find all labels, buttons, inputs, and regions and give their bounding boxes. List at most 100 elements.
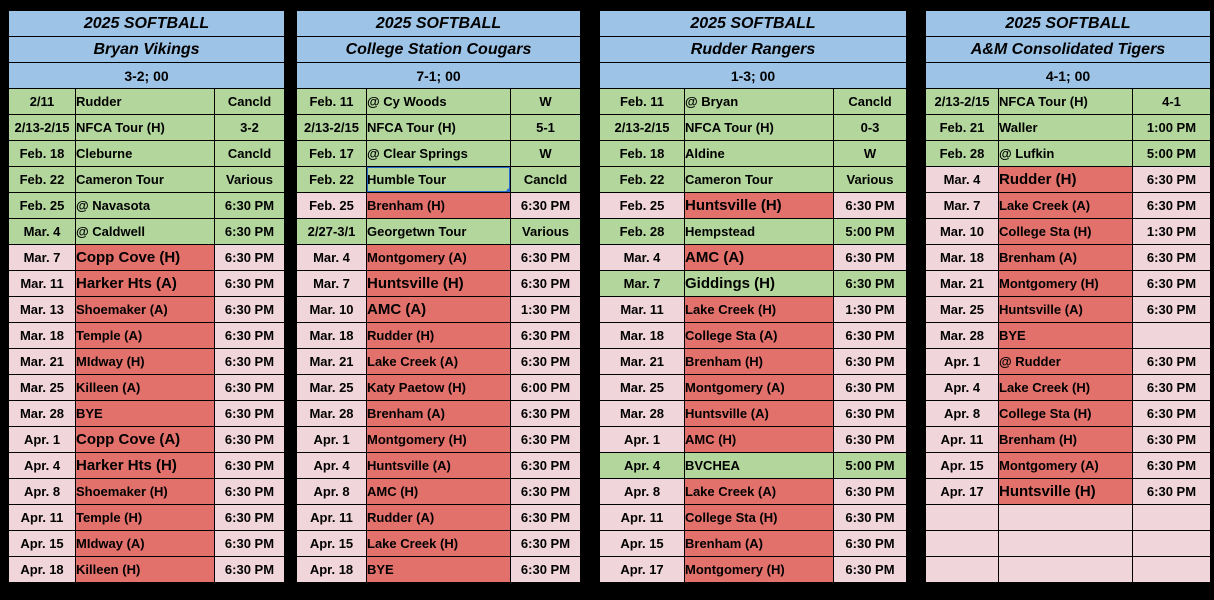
opponent-cell[interactable]: Killeen (H) — [75, 556, 215, 583]
time-cell[interactable]: 5-1 — [510, 114, 581, 141]
date-cell[interactable]: Mar. 28 — [296, 400, 367, 427]
sheet-title-cell[interactable]: 2025 SOFTBALL — [925, 10, 1211, 37]
date-cell[interactable] — [925, 556, 999, 583]
opponent-cell[interactable]: Montgomery (H) — [998, 270, 1133, 297]
time-cell[interactable]: 6:30 PM — [510, 322, 581, 349]
time-cell[interactable]: 6:30 PM — [833, 504, 907, 531]
record-cell[interactable]: 4-1; 00 — [925, 62, 1211, 89]
opponent-cell[interactable]: Montgomery (A) — [366, 244, 511, 271]
opponent-cell[interactable]: NFCA Tour (H) — [366, 114, 511, 141]
date-cell[interactable] — [925, 530, 999, 557]
opponent-cell[interactable]: NFCA Tour (H) — [998, 88, 1133, 115]
opponent-cell[interactable]: @ Lufkin — [998, 140, 1133, 167]
date-cell[interactable]: Apr. 11 — [925, 426, 999, 453]
date-cell[interactable]: Apr. 8 — [296, 478, 367, 505]
date-cell[interactable]: Mar. 28 — [925, 322, 999, 349]
time-cell[interactable]: 6:30 PM — [1132, 166, 1211, 193]
time-cell[interactable]: Cancld — [214, 140, 285, 167]
opponent-cell[interactable]: Lake Creek (H) — [366, 530, 511, 557]
time-cell[interactable]: 6:30 PM — [1132, 192, 1211, 219]
date-cell[interactable]: Mar. 4 — [296, 244, 367, 271]
opponent-cell[interactable]: Montgomery (H) — [366, 426, 511, 453]
time-cell[interactable]: Cancld — [510, 166, 581, 193]
opponent-cell[interactable]: Brenham (A) — [998, 244, 1133, 271]
time-cell[interactable]: 5:00 PM — [833, 452, 907, 479]
opponent-cell[interactable]: Killeen (A) — [75, 374, 215, 401]
date-cell[interactable]: Apr. 4 — [925, 374, 999, 401]
opponent-cell[interactable]: College Sta (H) — [998, 400, 1133, 427]
time-cell[interactable]: 6:30 PM — [510, 348, 581, 375]
opponent-cell[interactable]: Montgomery (A) — [998, 452, 1133, 479]
date-cell[interactable]: Apr. 1 — [296, 426, 367, 453]
time-cell[interactable]: 6:30 PM — [833, 244, 907, 271]
opponent-cell[interactable]: BYE — [75, 400, 215, 427]
date-cell[interactable]: Apr. 15 — [296, 530, 367, 557]
opponent-cell[interactable] — [998, 530, 1133, 557]
record-cell[interactable]: 7-1; 00 — [296, 62, 581, 89]
time-cell[interactable]: 6:30 PM — [1132, 426, 1211, 453]
opponent-cell[interactable]: BYE — [998, 322, 1133, 349]
opponent-cell[interactable]: Cleburne — [75, 140, 215, 167]
time-cell[interactable]: Cancld — [833, 88, 907, 115]
time-cell[interactable]: 6:30 PM — [1132, 374, 1211, 401]
opponent-cell[interactable]: Copp Cove (H) — [75, 244, 215, 271]
date-cell[interactable] — [925, 504, 999, 531]
opponent-cell[interactable]: Temple (A) — [75, 322, 215, 349]
opponent-cell[interactable]: Huntsville (A) — [998, 296, 1133, 323]
date-cell[interactable]: Feb. 25 — [599, 192, 685, 219]
time-cell[interactable]: 6:30 PM — [1132, 478, 1211, 505]
date-cell[interactable]: Mar. 10 — [296, 296, 367, 323]
date-cell[interactable]: Mar. 4 — [925, 166, 999, 193]
opponent-cell[interactable]: Brenham (H) — [366, 192, 511, 219]
time-cell[interactable]: 6:30 PM — [833, 270, 907, 297]
time-cell[interactable] — [1132, 504, 1211, 531]
date-cell[interactable]: Apr. 11 — [599, 504, 685, 531]
opponent-cell[interactable]: Lake Creek (A) — [366, 348, 511, 375]
date-cell[interactable]: 2/13-2/15 — [599, 114, 685, 141]
date-cell[interactable]: 2/13-2/15 — [925, 88, 999, 115]
time-cell[interactable]: 6:30 PM — [1132, 244, 1211, 271]
time-cell[interactable]: 6:30 PM — [510, 192, 581, 219]
date-cell[interactable]: Apr. 4 — [8, 452, 76, 479]
opponent-cell[interactable]: @ Caldwell — [75, 218, 215, 245]
time-cell[interactable]: 3-2 — [214, 114, 285, 141]
time-cell[interactable] — [1132, 322, 1211, 349]
opponent-cell[interactable]: Huntsville (H) — [684, 192, 834, 219]
opponent-cell[interactable]: Huntsville (A) — [366, 452, 511, 479]
date-cell[interactable]: Mar. 18 — [296, 322, 367, 349]
opponent-cell[interactable]: AMC (H) — [366, 478, 511, 505]
opponent-cell[interactable]: Lake Creek (A) — [684, 478, 834, 505]
opponent-cell[interactable]: Aldine — [684, 140, 834, 167]
date-cell[interactable]: 2/27-3/1 — [296, 218, 367, 245]
date-cell[interactable]: Feb. 22 — [8, 166, 76, 193]
time-cell[interactable]: W — [510, 88, 581, 115]
sheet-title-cell[interactable]: 2025 SOFTBALL — [8, 10, 285, 37]
opponent-cell[interactable]: Rudder (H) — [366, 322, 511, 349]
time-cell[interactable]: 6:30 PM — [1132, 400, 1211, 427]
opponent-cell[interactable]: AMC (A) — [684, 244, 834, 271]
opponent-cell[interactable]: @ Cy Woods — [366, 88, 511, 115]
date-cell[interactable]: Apr. 8 — [599, 478, 685, 505]
time-cell[interactable]: 6:30 PM — [833, 530, 907, 557]
date-cell[interactable]: Feb. 18 — [8, 140, 76, 167]
record-cell[interactable]: 1-3; 00 — [599, 62, 907, 89]
selection-fill-handle[interactable] — [506, 188, 510, 192]
date-cell[interactable]: Feb. 25 — [8, 192, 76, 219]
date-cell[interactable]: Apr. 18 — [296, 556, 367, 583]
time-cell[interactable]: W — [510, 140, 581, 167]
opponent-cell[interactable]: College Sta (H) — [684, 504, 834, 531]
time-cell[interactable]: 6:30 PM — [510, 400, 581, 427]
date-cell[interactable]: Mar. 10 — [925, 218, 999, 245]
opponent-cell[interactable]: Huntsville (A) — [684, 400, 834, 427]
opponent-cell[interactable]: NFCA Tour (H) — [75, 114, 215, 141]
time-cell[interactable]: 1:00 PM — [1132, 114, 1211, 141]
date-cell[interactable]: Apr. 15 — [599, 530, 685, 557]
opponent-cell[interactable]: Rudder (H) — [998, 166, 1133, 193]
date-cell[interactable]: Mar. 25 — [925, 296, 999, 323]
opponent-cell[interactable]: Cameron Tour — [75, 166, 215, 193]
time-cell[interactable]: 6:30 PM — [833, 426, 907, 453]
time-cell[interactable] — [1132, 530, 1211, 557]
time-cell[interactable]: 6:30 PM — [214, 374, 285, 401]
time-cell[interactable]: 6:30 PM — [833, 400, 907, 427]
opponent-cell[interactable]: Cameron Tour — [684, 166, 834, 193]
